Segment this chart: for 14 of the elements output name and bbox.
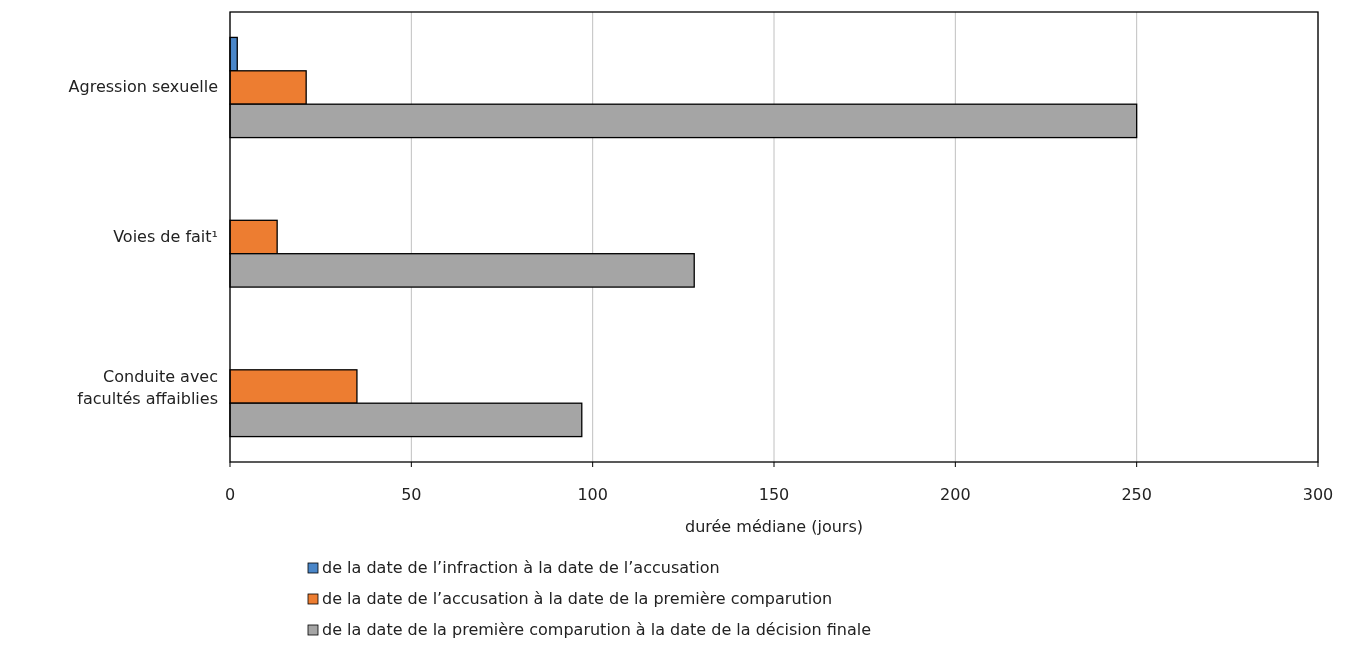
x-tick-label: 0 xyxy=(224,485,236,504)
x-tick-label: 100 xyxy=(577,485,608,504)
y-tick-label: Voies de fait¹ xyxy=(113,227,218,246)
legend-label: de la date de l’infraction à la date de l’accusation xyxy=(322,558,720,577)
y-tick-label: Conduite avec facultés affaiblies xyxy=(77,366,218,408)
x-tick-label: 250 xyxy=(1121,485,1152,504)
legend-label: de la date de l’accusation à la date de la première comparution xyxy=(322,589,833,608)
x-tick-label: 200 xyxy=(940,485,971,504)
y-tick-label: Agression sexuelle xyxy=(68,77,218,97)
x-tick-label: 150 xyxy=(758,485,790,504)
x-tick-label: 50 xyxy=(401,485,422,504)
x-tick-label: 300 xyxy=(1302,485,1334,504)
legend-label: de la date de la première comparution à la date de la décision finale xyxy=(322,620,872,639)
x-axis-title: durée médiane (jours) xyxy=(685,517,863,536)
